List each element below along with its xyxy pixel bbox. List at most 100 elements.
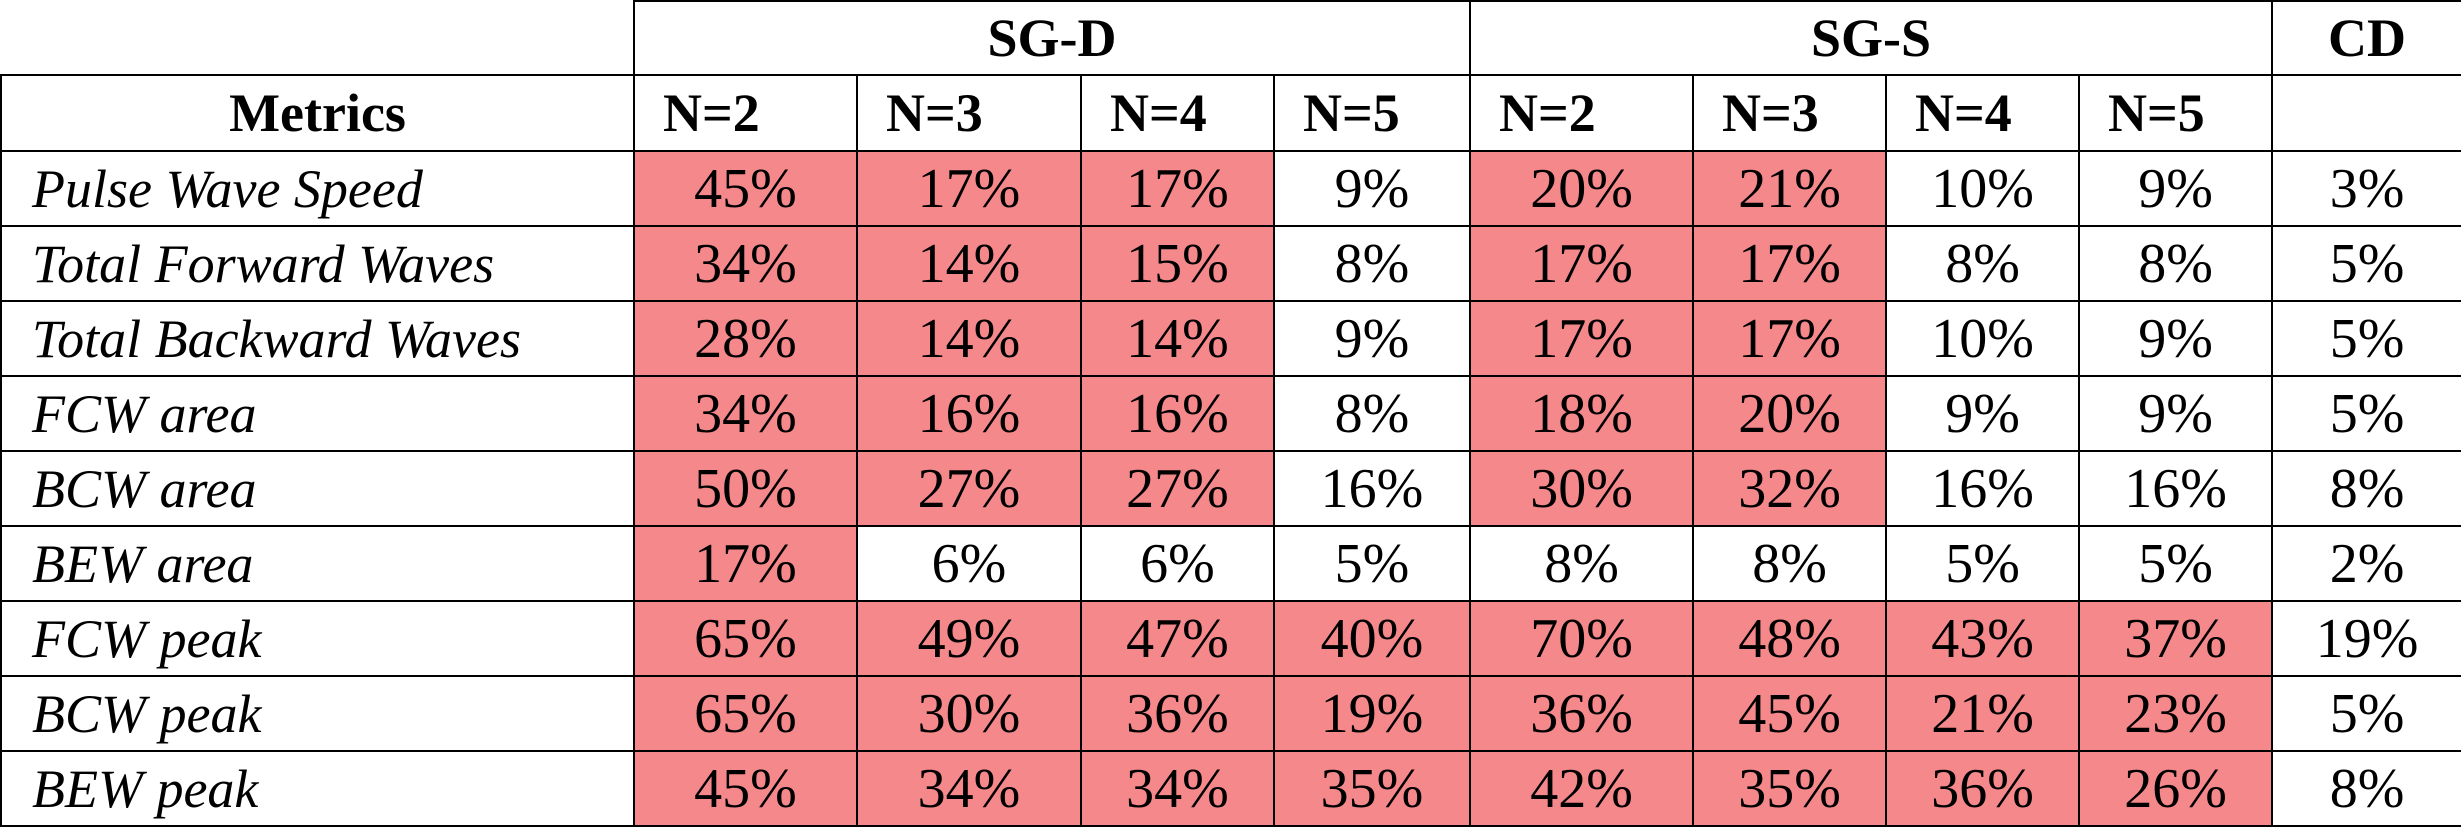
value-cell: 6% <box>856 525 1082 602</box>
value-cell: 17% <box>1692 225 1888 302</box>
value-cell: 8% <box>1272 375 1472 452</box>
value-cell: 8% <box>2271 450 2461 527</box>
value-cell: 34% <box>1080 750 1275 827</box>
value-cell: 19% <box>2271 600 2461 677</box>
value-cell: 8% <box>1272 225 1472 302</box>
value-cell: 5% <box>1885 525 2081 602</box>
table-row: BEW area 17% 6% 6% 5% 8% 8% 5% 5% 2% <box>0 525 2461 602</box>
value-cell: 21% <box>1692 150 1888 227</box>
value-cell: 23% <box>2078 675 2274 752</box>
value-cell: 65% <box>633 675 858 752</box>
value-cell: 70% <box>1469 600 1695 677</box>
value-cell: 8% <box>1692 525 1888 602</box>
value-cell: 8% <box>2271 750 2461 827</box>
table-row: Total Forward Waves 34% 14% 15% 8% 17% 17% 8% 8%… <box>0 225 2461 302</box>
value-cell: 20% <box>1469 150 1695 227</box>
table-row: BCW peak 65% 30% 36% 19% 36% 45% 21% 23% 5% <box>0 675 2461 752</box>
metric-name-cell: FCW area <box>0 375 635 452</box>
value-cell: 9% <box>1272 300 1472 377</box>
table-row: Pulse Wave Speed 45% 17% 17% 9% 20% 21% 10% 9% 3% <box>0 150 2461 227</box>
metric-name-cell: Total Backward Waves <box>0 300 635 377</box>
value-cell: 5% <box>2271 225 2461 302</box>
value-cell: 48% <box>1692 600 1888 677</box>
value-cell: 36% <box>1469 675 1695 752</box>
value-cell: 36% <box>1080 675 1275 752</box>
value-cell: 10% <box>1885 300 2081 377</box>
value-cell: 36% <box>1885 750 2081 827</box>
value-cell: 45% <box>633 750 858 827</box>
group-header-sgd: SG-D <box>632 0 1472 76</box>
value-cell: 17% <box>1469 300 1695 377</box>
value-cell: 30% <box>856 675 1082 752</box>
value-cell: 16% <box>1885 450 2081 527</box>
value-cell: 8% <box>1885 225 2081 302</box>
value-cell: 16% <box>1272 450 1472 527</box>
value-cell: 17% <box>633 525 858 602</box>
corner-cell <box>1 1 635 76</box>
value-cell: 17% <box>1469 225 1695 302</box>
value-cell: 15% <box>1080 225 1275 302</box>
value-cell: 18% <box>1469 375 1695 452</box>
table-row: FCW area 34% 16% 16% 8% 18% 20% 9% 9% 5% <box>0 375 2461 452</box>
value-cell: 26% <box>2078 750 2274 827</box>
value-cell: 32% <box>1692 450 1888 527</box>
value-cell: 2% <box>2271 525 2461 602</box>
sub-header-sgs-n4: N=4 <box>1885 74 2081 152</box>
table-row: BEW peak 45% 34% 34% 35% 42% 35% 36% 26% 8% <box>0 750 2461 827</box>
value-cell: 19% <box>1272 675 1472 752</box>
value-cell: 8% <box>2078 225 2274 302</box>
value-cell: 37% <box>2078 600 2274 677</box>
value-cell: 9% <box>1885 375 2081 452</box>
group-header-cd: CD <box>2271 0 2461 76</box>
value-cell: 17% <box>1080 150 1275 227</box>
metrics-header: Metrics <box>0 74 635 152</box>
table-row: FCW peak 65% 49% 47% 40% 70% 48% 43% 37% 19% <box>0 600 2461 677</box>
metric-name-cell: Total Forward Waves <box>0 225 635 302</box>
value-cell: 21% <box>1885 675 2081 752</box>
value-cell: 5% <box>2271 300 2461 377</box>
value-cell: 20% <box>1692 375 1888 452</box>
metric-name-cell: BEW peak <box>0 750 635 827</box>
value-cell: 34% <box>633 375 858 452</box>
table-row: BCW area 50% 27% 27% 16% 30% 32% 16% 16% 8% <box>0 450 2461 527</box>
sub-header-sgd-n2: N=2 <box>633 74 858 152</box>
value-cell: 47% <box>1080 600 1275 677</box>
sub-header-sgs-n3: N=3 <box>1692 74 1888 152</box>
value-cell: 10% <box>1885 150 2081 227</box>
value-cell: 17% <box>1692 300 1888 377</box>
metric-name-cell: BEW area <box>0 525 635 602</box>
group-header-sgs: SG-S <box>1469 0 2274 76</box>
sub-header-sgs-n2: N=2 <box>1469 74 1695 152</box>
value-cell: 5% <box>2078 525 2274 602</box>
sub-header-sgd-n3: N=3 <box>856 74 1082 152</box>
value-cell: 40% <box>1272 600 1472 677</box>
sub-header-row: Metrics N=2 N=3 N=4 N=5 N=2 N=3 N=4 N=5 <box>0 74 2461 152</box>
value-cell: 27% <box>1080 450 1275 527</box>
value-cell: 27% <box>856 450 1082 527</box>
value-cell: 5% <box>1272 525 1472 602</box>
value-cell: 34% <box>856 750 1082 827</box>
value-cell: 14% <box>1080 300 1275 377</box>
value-cell: 9% <box>2078 300 2274 377</box>
sub-header-sgd-n5: N=5 <box>1272 74 1472 152</box>
value-cell: 9% <box>1272 150 1472 227</box>
sub-header-cd <box>2271 74 2461 152</box>
value-cell: 14% <box>856 225 1082 302</box>
value-cell: 5% <box>2271 675 2461 752</box>
value-cell: 35% <box>1692 750 1888 827</box>
value-cell: 8% <box>1469 525 1695 602</box>
value-cell: 49% <box>856 600 1082 677</box>
value-cell: 5% <box>2271 375 2461 452</box>
group-header-row: SG-D SG-S CD <box>1 0 2461 76</box>
value-cell: 28% <box>633 300 858 377</box>
metric-name-cell: BCW area <box>0 450 635 527</box>
value-cell: 9% <box>2078 375 2274 452</box>
value-cell: 50% <box>633 450 858 527</box>
value-cell: 30% <box>1469 450 1695 527</box>
table-row: Total Backward Waves 28% 14% 14% 9% 17% 17% 10%… <box>0 300 2461 377</box>
value-cell: 16% <box>1080 375 1275 452</box>
value-cell: 45% <box>633 150 858 227</box>
value-cell: 35% <box>1272 750 1472 827</box>
table-body: Pulse Wave Speed 45% 17% 17% 9% 20% 21% 10% 9% 3%… <box>0 150 2461 827</box>
